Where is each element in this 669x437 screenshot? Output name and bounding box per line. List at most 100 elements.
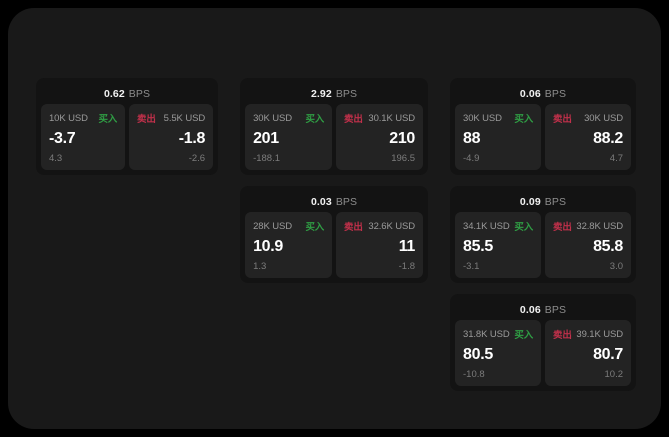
quote-group-4[interactable]: 0.06 BPS 30K USD 买入 88 -4.9 卖出 [450,78,636,175]
buy-delta: 1.3 [253,260,267,272]
buy-quantity: 10K USD [49,112,88,124]
quote-grid: 0.62 BPS 10K USD 买入 -3.7 4.3 卖出 [36,78,636,391]
sell-side-panel[interactable]: 卖出 30.1K USD 210 196.5 [336,104,424,170]
buy-side-panel[interactable]: 30K USD 买入 88 -4.9 [455,104,542,170]
buy-price: 85.5 [463,237,493,255]
sell-delta: 3.0 [609,260,624,272]
sell-delta: -2.6 [188,152,206,164]
sell-price: 80.7 [593,345,624,363]
sides-row: 34.1K USD 买入 85.5 -3.1 卖出 32.8K USD 85.8… [455,212,632,278]
buy-side-header: 28K USD 买入 [253,220,325,234]
sides-row: 30K USD 买入 201 -188.1 卖出 30.1K USD 210 1… [245,104,424,170]
buy-action-tag[interactable]: 买入 [514,330,534,341]
buy-side-panel[interactable]: 10K USD 买入 -3.7 4.3 [41,104,126,170]
buy-side-panel[interactable]: 31.8K USD 买入 80.5 -10.8 [455,320,542,386]
bps-unit-label: BPS [128,87,151,100]
sell-delta: 10.2 [604,368,624,380]
quote-column-2: 2.92 BPS 30K USD 买入 201 -188.1 卖出 [240,78,429,283]
sell-action-tag[interactable]: 卖出 [553,330,572,341]
group-header: 2.92 BPS [245,83,423,104]
buy-delta: -3.1 [463,260,480,272]
sell-side-header: 卖出 30K USD [553,112,624,126]
buy-side-header: 34.1K USD 买入 [463,220,534,234]
bps-unit-label: BPS [544,195,567,208]
sell-price: 210 [389,129,416,147]
sell-quantity: 32.8K USD [576,220,624,232]
buy-price: 88 [463,129,481,147]
quote-group-6[interactable]: 0.06 BPS 31.8K USD 买入 80.5 -10.8 卖 [450,294,636,391]
quote-column-1: 0.62 BPS 10K USD 买入 -3.7 4.3 卖出 [36,78,219,175]
sell-price: -1.8 [178,129,206,147]
buy-action-tag[interactable]: 买入 [514,222,534,233]
buy-quantity: 28K USD [253,220,292,232]
buy-delta: -188.1 [253,152,281,164]
group-header: 0.09 BPS [455,191,631,212]
sell-quantity: 5.5K USD [163,112,206,124]
quote-group-5[interactable]: 0.09 BPS 34.1K USD 买入 85.5 -3.1 卖出 [450,186,636,283]
sell-side-panel[interactable]: 卖出 39.1K USD 80.7 10.2 [545,320,632,386]
sell-action-tag[interactable]: 卖出 [553,222,572,233]
buy-delta: -10.8 [463,368,485,380]
sell-side-panel[interactable]: 卖出 30K USD 88.2 4.7 [545,104,632,170]
group-header: 0.06 BPS [455,83,631,104]
buy-price: -3.7 [49,129,76,147]
group-header: 0.62 BPS [41,83,213,104]
sell-quantity: 30K USD [584,112,624,124]
sell-side-panel[interactable]: 卖出 32.8K USD 85.8 3.0 [545,212,632,278]
sides-row: 30K USD 买入 88 -4.9 卖出 30K USD 88.2 4.7 [455,104,632,170]
group-header: 0.06 BPS [455,299,631,320]
buy-action-tag[interactable]: 买入 [305,222,325,233]
bps-value: 2.92 [310,87,332,100]
quote-group-3[interactable]: 0.03 BPS 28K USD 买入 10.9 1.3 卖出 [240,186,429,283]
buy-action-tag[interactable]: 买入 [514,114,534,125]
sell-delta: -1.8 [398,260,416,272]
sell-quantity: 30.1K USD [368,112,416,124]
bps-value: 0.06 [519,303,541,316]
group-header: 0.03 BPS [245,191,423,212]
bps-unit-label: BPS [335,87,358,100]
buy-delta: -4.9 [463,152,480,164]
buy-side-panel[interactable]: 30K USD 买入 201 -188.1 [245,104,333,170]
bps-value: 0.09 [519,195,541,208]
sell-side-header: 卖出 30.1K USD [344,112,416,126]
buy-delta: 4.3 [49,152,63,164]
sell-delta: 4.7 [609,152,624,164]
sell-action-tag[interactable]: 卖出 [553,114,572,125]
sell-side-header: 卖出 32.6K USD [344,220,415,234]
bps-value: 0.06 [519,87,541,100]
sell-side-panel[interactable]: 卖出 32.6K USD 11 -1.8 [336,212,424,278]
sell-action-tag[interactable]: 卖出 [137,114,156,125]
buy-action-tag[interactable]: 买入 [98,114,118,125]
buy-quantity: 31.8K USD [463,328,510,340]
bps-unit-label: BPS [544,87,567,100]
bps-value: 0.62 [103,87,125,100]
buy-price: 201 [253,129,279,147]
buy-quantity: 30K USD [463,112,502,124]
sell-price: 11 [398,237,416,255]
sell-side-header: 卖出 39.1K USD [553,328,623,342]
buy-price: 80.5 [463,345,493,363]
sell-action-tag[interactable]: 卖出 [344,114,363,125]
sides-row: 28K USD 买入 10.9 1.3 卖出 32.6K USD 11 -1.8 [245,212,424,278]
quote-group-2[interactable]: 2.92 BPS 30K USD 买入 201 -188.1 卖出 [240,78,429,175]
sell-price: 85.8 [593,237,624,255]
buy-side-header: 30K USD 买入 [253,112,325,126]
sides-row: 10K USD 买入 -3.7 4.3 卖出 5.5K USD -1.8 -2.… [41,104,214,170]
quote-column-3: 0.06 BPS 30K USD 买入 88 -4.9 卖出 [450,78,636,391]
quote-group-1[interactable]: 0.62 BPS 10K USD 买入 -3.7 4.3 卖出 [36,78,219,175]
buy-action-tag[interactable]: 买入 [305,114,325,125]
sell-side-header: 卖出 32.8K USD [553,220,624,234]
buy-price: 10.9 [253,237,284,255]
buy-side-header: 30K USD 买入 [463,112,534,126]
sell-side-panel[interactable]: 卖出 5.5K USD -1.8 -2.6 [129,104,214,170]
buy-quantity: 30K USD [253,112,292,124]
buy-side-panel[interactable]: 28K USD 买入 10.9 1.3 [245,212,333,278]
buy-side-panel[interactable]: 34.1K USD 买入 85.5 -3.1 [455,212,542,278]
app-root: 0.62 BPS 10K USD 买入 -3.7 4.3 卖出 [8,8,661,429]
sell-action-tag[interactable]: 卖出 [344,222,363,233]
sell-delta: 196.5 [391,152,416,164]
sell-price: 88.2 [593,129,624,147]
bps-value: 0.03 [310,195,332,208]
sell-side-header: 卖出 5.5K USD [137,112,206,126]
buy-side-header: 10K USD 买入 [49,112,118,126]
